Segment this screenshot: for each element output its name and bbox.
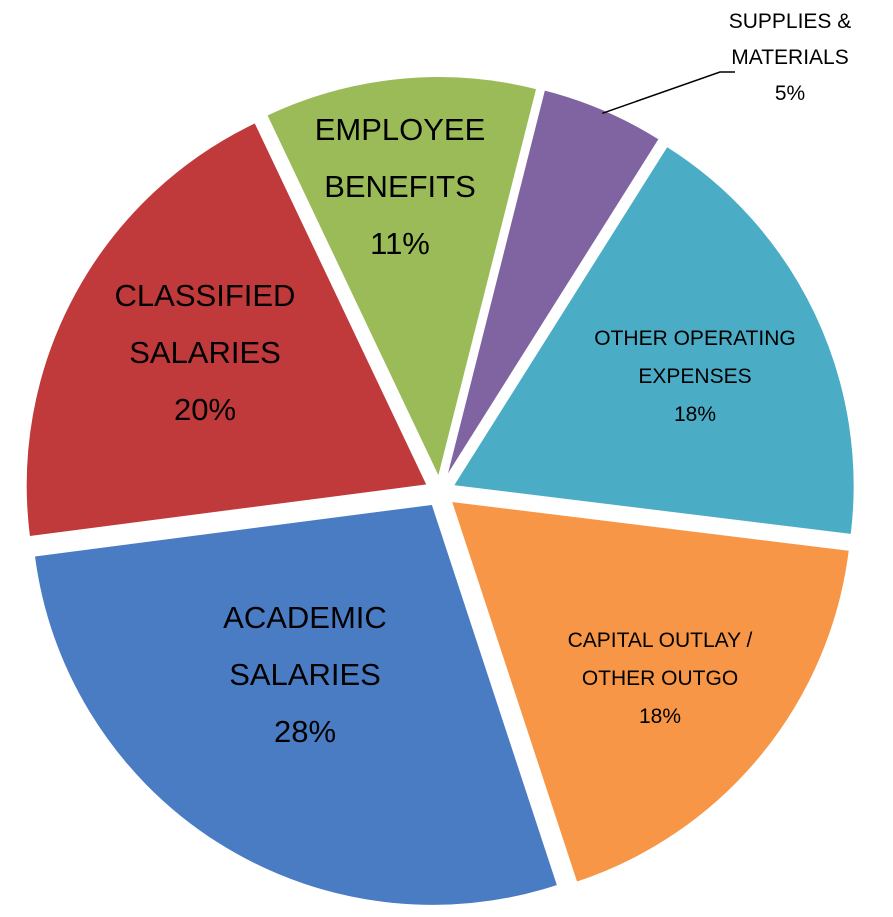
slice-label: OTHER OPERATING EXPENSES bbox=[594, 327, 795, 388]
pie bbox=[24, 75, 856, 907]
pie-slice bbox=[24, 120, 430, 539]
pie-slice bbox=[264, 75, 539, 482]
value-label: 5% bbox=[775, 82, 805, 105]
pie-slice bbox=[32, 502, 560, 907]
leader-line bbox=[602, 71, 735, 115]
slice-label: CLASSIFIED SALARIES bbox=[115, 278, 296, 370]
value-label: 28% bbox=[274, 714, 336, 749]
value-label: 18% bbox=[639, 705, 681, 728]
slice-label: ACADEMIC SALARIES bbox=[223, 600, 387, 692]
value-label: 11% bbox=[370, 226, 430, 261]
pie-slice bbox=[450, 144, 856, 537]
slice-label: CAPITAL OUTLAY / OTHER OUTGO bbox=[568, 629, 753, 690]
pie-slice bbox=[444, 88, 662, 480]
value-label: 18% bbox=[674, 403, 716, 426]
pie-slice bbox=[449, 499, 851, 885]
slice-label: EMPLOYEE BENEFITS bbox=[315, 112, 486, 204]
value-label: 20% bbox=[174, 392, 236, 427]
labels: EMPLOYEE BENEFITS 11% SUPPLIES & MATERIALS 5%… bbox=[115, 10, 852, 749]
slice-label: SUPPLIES & MATERIALS bbox=[729, 10, 852, 69]
